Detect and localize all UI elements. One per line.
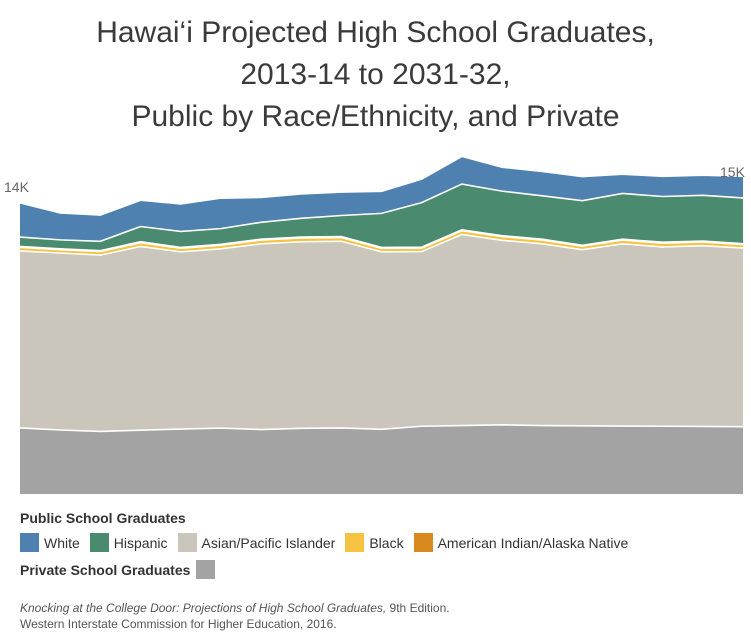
legend-private: Private School Graduates: [20, 560, 740, 579]
legend-item-native: American Indian/Alaska Native: [413, 533, 629, 552]
legend-swatch-black: [345, 533, 365, 552]
legend-public-heading: Public School Graduates: [20, 510, 186, 526]
start-value-label: 14K: [4, 179, 30, 195]
title-line-2: 2013-14 to 2031-32,: [240, 58, 511, 91]
source-title: Knocking at the College Door: Projection…: [20, 601, 387, 615]
legend-swatch-hispanic: [89, 533, 109, 552]
source-line-2: Western Interstate Commission for Higher…: [20, 617, 337, 631]
legend-item-white: White: [20, 533, 80, 552]
legend-item-hispanic: Hispanic: [89, 533, 168, 552]
legend-label-native: American Indian/Alaska Native: [437, 534, 629, 551]
legend-swatch-private: [196, 560, 216, 579]
separator-asian-pacific-islander: [19, 233, 744, 256]
chart-title: Hawai‘i Projected High School Graduates,…: [0, 12, 751, 138]
source-line-1: Knocking at the College Door: Projection…: [20, 600, 450, 616]
area-hispanic: [20, 184, 743, 251]
legend-label-black: Black: [369, 534, 404, 551]
separator-private-school-graduates: [19, 424, 744, 433]
series-separators: [19, 155, 744, 433]
separator-black: [19, 229, 744, 253]
area-white: [20, 156, 743, 242]
area-asian-pacific-islander: [20, 234, 743, 432]
legend-item-asian: Asian/Pacific Islander: [177, 533, 336, 552]
area-private-school-graduates: [20, 424, 743, 494]
separator-white: [19, 155, 744, 216]
area-black: [20, 230, 743, 256]
source-edition: 9th Edition.: [386, 601, 450, 615]
legend-label-white: White: [44, 534, 80, 551]
legend-private-heading: Private School Graduates: [20, 561, 191, 578]
source-citation: Knocking at the College Door: Projection…: [20, 600, 450, 632]
separator-hispanic: [19, 183, 744, 243]
legend-label-asian: Asian/Pacific Islander: [201, 534, 336, 551]
end-value-label: 15K: [720, 164, 746, 180]
legend-swatch-white: [20, 533, 39, 552]
area-layers: [20, 156, 743, 494]
area-chart: 14K 15K: [4, 155, 746, 494]
title-line-1: Hawai‘i Projected High School Graduates,: [96, 16, 655, 49]
legend-swatch-asian: [177, 533, 197, 552]
legend: Public School Graduates White Hispanic A…: [20, 510, 740, 579]
title-line-3: Public by Race/Ethnicity, and Private: [131, 100, 620, 133]
legend-item-black: Black: [345, 533, 404, 552]
separator-american-indian-alaska-native: [19, 228, 744, 252]
legend-public-items: White Hispanic Asian/Pacific Islander Bl…: [20, 533, 740, 552]
legend-swatch-native: [413, 533, 433, 552]
legend-label-hispanic: Hispanic: [113, 534, 168, 551]
